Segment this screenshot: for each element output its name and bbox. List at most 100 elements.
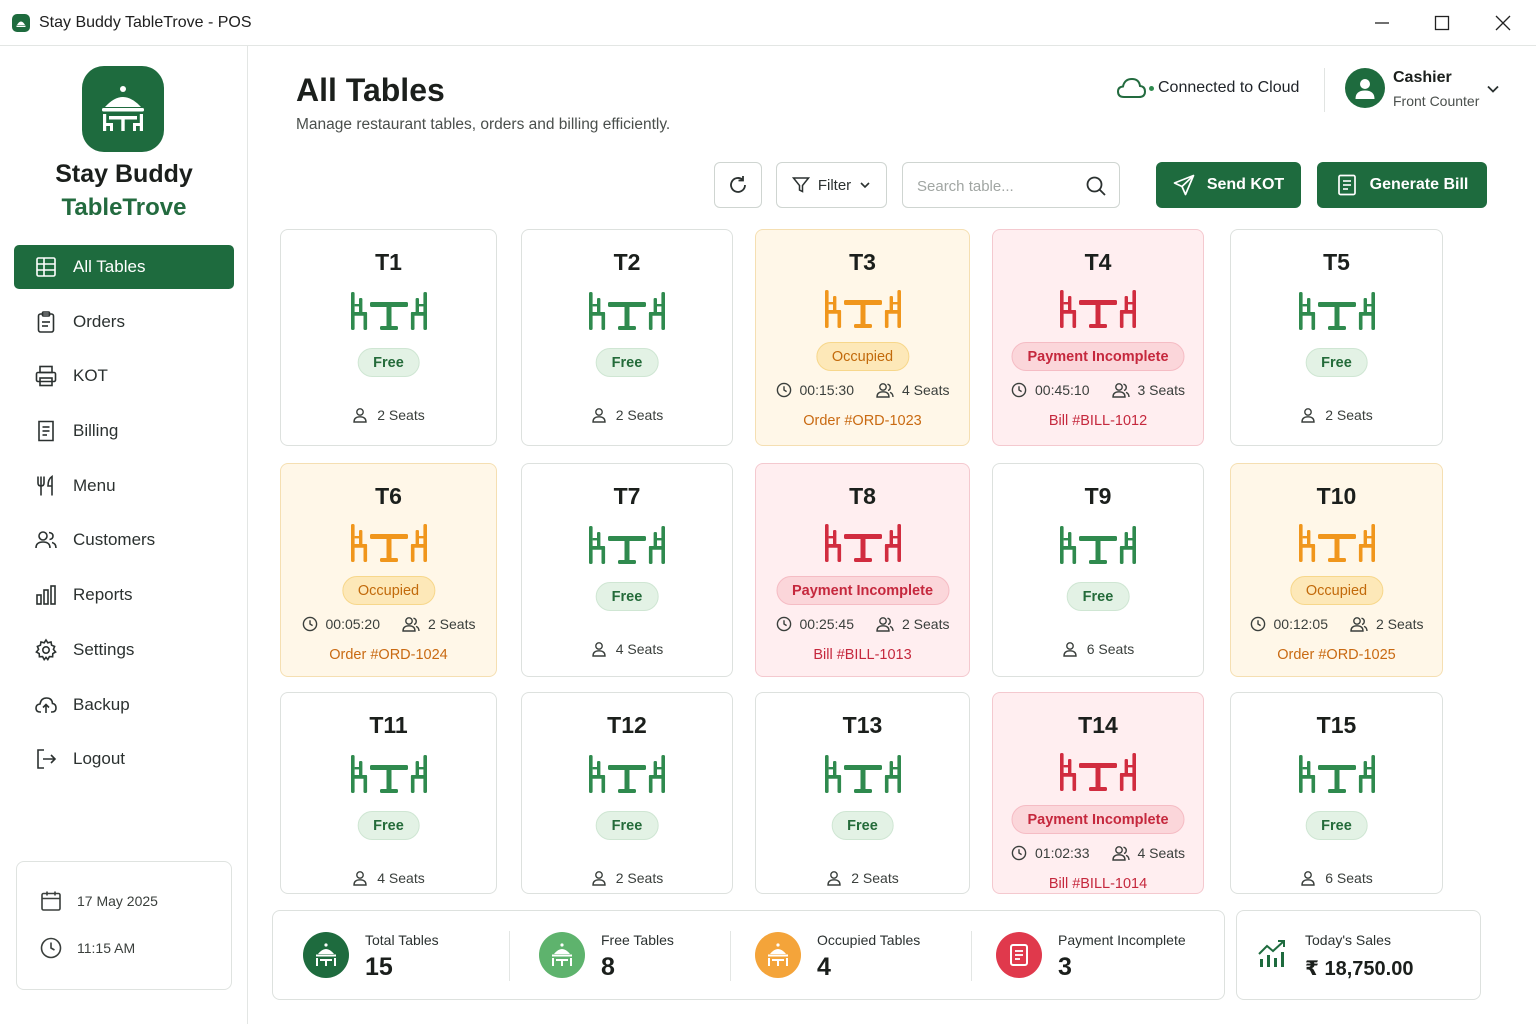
seat-count: 2 Seats	[428, 616, 476, 632]
filter-button[interactable]: Filter	[776, 162, 887, 208]
dining-table-icon	[1297, 520, 1377, 571]
elapsed-time: 00:45:10	[1035, 382, 1090, 398]
table-card-t13[interactable]: T13 Free 2 Seats	[755, 692, 970, 894]
sidebar-item-all-tables[interactable]: All Tables	[14, 245, 234, 289]
order-ref[interactable]: Order #ORD-1025	[1277, 647, 1396, 663]
table-card-t6[interactable]: T6 Occupied 00:05:20 2 Seats Order #ORD-1024	[280, 463, 497, 677]
table-card-t15[interactable]: T15 Free 6 Seats	[1230, 692, 1443, 894]
order-ref[interactable]: Order #ORD-1024	[329, 647, 448, 663]
bill-ref[interactable]: Bill #BILL-1013	[813, 647, 912, 663]
sidebar-item-reports[interactable]: Reports	[14, 573, 234, 617]
table-card-t11[interactable]: T11 Free 4 Seats	[280, 692, 497, 894]
clipboard-icon	[37, 310, 55, 333]
seat-count: 6 Seats	[1086, 641, 1135, 657]
sidebar-item-label: KOT	[73, 366, 108, 386]
stat-value: 15	[365, 953, 393, 981]
user-menu-toggle[interactable]	[1486, 82, 1500, 101]
maximize-icon	[1434, 15, 1450, 31]
maximize-button[interactable]	[1412, 0, 1472, 46]
cloud-upload-icon	[35, 696, 57, 713]
stats-bar: Total Tables 15 Free Tables 8 Occupied T…	[272, 910, 1225, 1000]
divider	[509, 931, 510, 981]
table-name: T1	[375, 249, 402, 275]
table-card-t3[interactable]: T3 Occupied 00:15:30 4 Seats Order #ORD-1023	[755, 229, 970, 446]
table-meta: 00:25:45 2 Seats	[756, 616, 969, 632]
table-card-t5[interactable]: T5 Free 2 Seats	[1230, 229, 1443, 446]
generate-bill-button[interactable]: Generate Bill	[1317, 162, 1487, 208]
window-title: Stay Buddy TableTrove - POS	[39, 13, 252, 31]
refresh-button[interactable]	[714, 162, 762, 208]
clock-icon	[1011, 382, 1027, 398]
sidebar-item-label: Billing	[73, 421, 119, 441]
sidebar-item-menu[interactable]: Menu	[14, 464, 234, 508]
dining-table-icon	[1058, 286, 1138, 337]
table-name: T7	[613, 483, 641, 509]
elapsed-time: 00:15:30	[799, 382, 855, 398]
order-ref[interactable]: Order #ORD-1023	[803, 413, 922, 429]
search-icon[interactable]	[1085, 175, 1107, 197]
table-name: T11	[369, 712, 408, 738]
sidebar-item-logout[interactable]: Logout	[14, 737, 234, 781]
search-input[interactable]	[917, 175, 1087, 197]
bill-ref[interactable]: Bill #BILL-1012	[1048, 413, 1148, 429]
todays-sales-card: Today's Sales ₹ 18,750.00	[1236, 910, 1481, 1000]
person-icon	[1301, 871, 1315, 886]
status-badge: Free	[1066, 582, 1130, 611]
table-name: T12	[607, 712, 647, 738]
table-card-t2[interactable]: T2 Free 2 Seats	[521, 229, 733, 446]
minimize-button[interactable]	[1352, 0, 1412, 46]
seats-info: 6 Seats	[1231, 870, 1442, 886]
table-name: T5	[1323, 249, 1350, 275]
dining-table-icon	[1058, 749, 1138, 800]
table-card-t9[interactable]: T9 Free 6 Seats	[992, 463, 1204, 677]
minimize-icon	[1375, 22, 1389, 24]
elapsed-time: 01:02:33	[1035, 845, 1090, 861]
sidebar-item-label: Backup	[73, 694, 130, 714]
printer-icon	[35, 366, 57, 387]
chevron-down-icon	[1487, 85, 1499, 93]
seats-info: 2 Seats	[522, 407, 732, 423]
table-card-t4[interactable]: T4 Payment Incomplete 00:45:10 3 Seats Bill …	[992, 229, 1204, 446]
sidebar-item-kot[interactable]: KOT	[14, 354, 234, 398]
filter-label: Filter	[817, 176, 852, 194]
people-icon	[876, 383, 894, 398]
table-card-t8[interactable]: T8 Payment Incomplete 00:25:45 2 Seats Bill …	[755, 463, 970, 677]
status-badge: Free	[357, 348, 420, 377]
status-badge: Free	[1305, 811, 1368, 840]
dining-table-icon	[823, 520, 903, 571]
seats-info: 4 Seats	[281, 870, 496, 886]
table-card-t14[interactable]: T14 Payment Incomplete 01:02:33 4 Seats Bill…	[992, 692, 1204, 894]
table-grid-icon	[36, 257, 56, 277]
sidebar-item-customers[interactable]: Customers	[14, 518, 234, 562]
table-meta: 00:15:30 4 Seats	[756, 382, 969, 398]
avatar[interactable]	[1345, 68, 1385, 108]
dining-table-icon	[349, 751, 429, 802]
sidebar-item-settings[interactable]: Settings	[14, 628, 234, 672]
sidebar-item-orders[interactable]: Orders	[14, 300, 234, 344]
app-icon	[12, 13, 30, 32]
app-logo	[82, 66, 164, 152]
sidebar-item-billing[interactable]: Billing	[14, 409, 234, 453]
table-card-t7[interactable]: T7 Free 4 Seats	[521, 463, 733, 677]
bill-ref[interactable]: Bill #BILL-1014	[1048, 876, 1148, 892]
seat-count: 2 Seats	[377, 407, 425, 423]
send-kot-button[interactable]: Send KOT	[1156, 162, 1301, 208]
user-name[interactable]: Cashier	[1393, 69, 1452, 86]
table-card-t12[interactable]: T12 Free 2 Seats	[521, 692, 733, 894]
table-card-t1[interactable]: T1 Free 2 Seats	[280, 229, 497, 446]
dining-table-icon	[1297, 751, 1377, 802]
table-meta: 00:45:10 3 Seats	[993, 382, 1203, 398]
table-card-t10[interactable]: T10 Occupied 00:12:05 2 Seats Order #ORD-102…	[1230, 463, 1443, 677]
seat-count: 3 Seats	[1137, 382, 1185, 398]
sidebar-item-backup[interactable]: Backup	[14, 683, 234, 727]
table-name: T13	[842, 712, 883, 738]
people-icon	[1350, 617, 1368, 632]
search-box[interactable]	[902, 162, 1120, 208]
brand-product: TableTrove	[61, 194, 187, 221]
close-window-button[interactable]	[1473, 0, 1533, 46]
header-divider	[1324, 68, 1325, 112]
clock-icon	[1250, 616, 1265, 632]
seats-info: 4 Seats	[522, 641, 732, 657]
seats-info: 2 Seats	[281, 407, 496, 423]
logout-icon	[37, 749, 57, 769]
